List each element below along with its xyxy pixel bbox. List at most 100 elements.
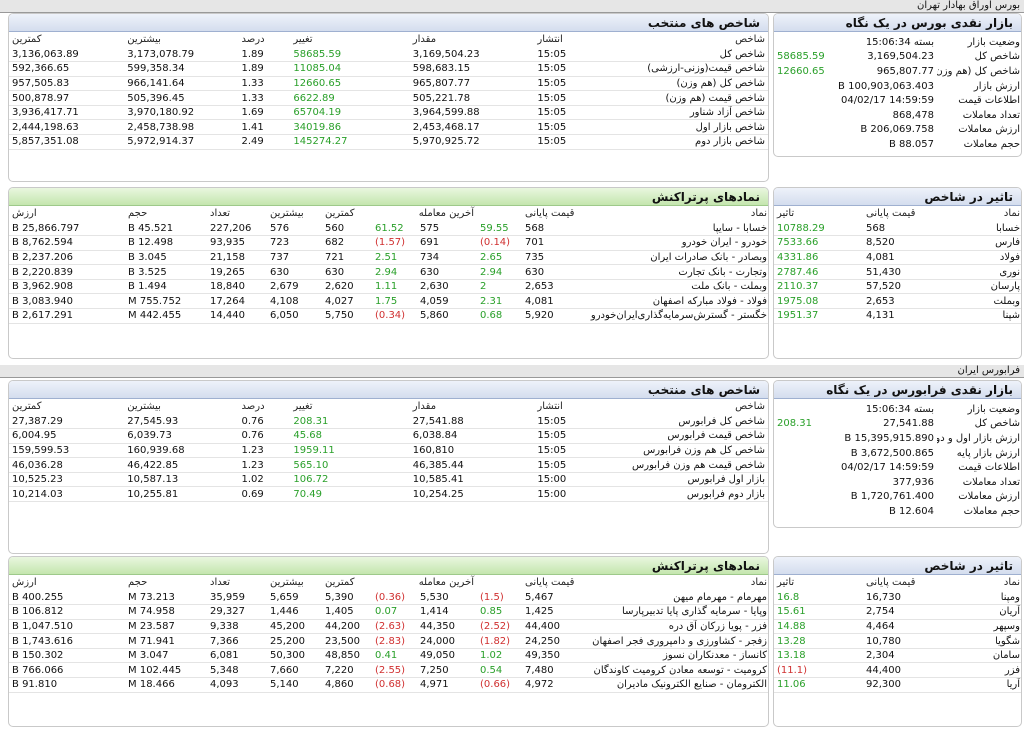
glance-label: ارزش معاملات (958, 124, 1020, 136)
table-cell: 1,425 (525, 606, 554, 618)
glance-change (774, 79, 837, 94)
column-header: انتشار (537, 34, 563, 45)
table-cell: 6,081 (210, 650, 239, 662)
bourse-impact-table: نماد قیمت پایانی تاثیر خسابا 568 10788.29 فارس… (774, 206, 1021, 324)
table-cell: مهرمام - مهرمام میهن (673, 591, 767, 603)
table-cell: 735 (525, 251, 545, 263)
table-cell: وبملت - بانک ملت (691, 281, 767, 293)
table-cell: 2.49 (241, 136, 264, 148)
table-cell: 0.76 (241, 430, 264, 442)
table-row: شاخص قیمت(وزنی-ارزشی) 15:05 598,683.15 1108… (9, 62, 768, 77)
table-cell: شپنا (1002, 310, 1020, 322)
table-cell: 1,743.616 B (12, 635, 73, 647)
fara-glance-panel: بازار نقدی فرابورس در یک نگاه وضعیت بازا… (773, 380, 1022, 528)
bourse-top-panel: نمادهای پرتراکنش نماد قیمت پایانی آخرین مع… (8, 187, 769, 359)
table-cell: 7533.66 (777, 237, 819, 249)
table-cell: 442.455 M (128, 310, 182, 322)
table-cell: 1,414 (420, 606, 449, 618)
column-header (477, 206, 522, 221)
table-cell: 45,200 (270, 620, 305, 632)
table-cell: نوری (999, 266, 1020, 278)
table-cell: 59.55 (480, 222, 509, 234)
table-row: کانساز - معدنکاران نسوز 49,350 1.02 49,050 0… (9, 648, 768, 663)
table-cell: 29,327 (210, 606, 245, 618)
table-cell: 3.045 B (128, 251, 167, 263)
table-row: وبملت 2,653 1975.08 (774, 294, 1021, 309)
table-cell: 7,480 (525, 664, 554, 676)
bourse-impact-panel: تاثیر در شاخص نماد قیمت پایانی تاثیر خسابا 5… (773, 187, 1022, 359)
table-cell: (0.68) (375, 679, 406, 691)
table-cell: 575 (420, 222, 440, 234)
glance-change (774, 490, 837, 505)
table-cell: 15:05 (537, 107, 567, 119)
table-cell: 957,505.83 (12, 77, 70, 89)
table-cell: 21,158 (210, 251, 245, 263)
fara-top-panel: نمادهای پرتراکنش نماد قیمت پایانی آخرین مع… (8, 556, 769, 727)
table-cell: 7,250 (420, 664, 449, 676)
glance-row: شاخص کل (هم وزن) 965,807.77 12660.65 (774, 64, 1021, 79)
table-cell: 1959.11 (293, 444, 335, 456)
table-row: آریان 2,754 15.61 (774, 605, 1021, 620)
table-cell: 2,630 (420, 281, 449, 293)
table-cell: 15:05 (537, 430, 567, 442)
table-cell: 12660.65 (293, 77, 342, 89)
glance-row: شاخص کل 3,169,504.23 58685.59 (774, 50, 1021, 65)
fara-glance-table: وضعیت بازار بسته 15:06:34 شاخص کل 27,541.88… (774, 402, 1021, 519)
table-cell: 10,587.13 (127, 474, 179, 486)
glance-label: ارزش بازار (973, 80, 1020, 92)
table-cell: 4,059 (420, 295, 449, 307)
table-cell: 6,050 (270, 310, 299, 322)
table-cell: 2,237.206 B (12, 251, 73, 263)
table-cell: (2.83) (375, 635, 406, 647)
table-cell: شاخص آزاد شناور (689, 107, 765, 119)
table-cell: (1.57) (375, 237, 406, 249)
glance-value: 88.057 B (888, 138, 934, 150)
table-cell: 1,446 (270, 606, 299, 618)
table-cell: 1951.37 (777, 310, 819, 322)
table-cell: 400.255 B (12, 591, 64, 603)
table-cell: خگستر - گسترش‌سرمایه‌گذاری‌ایران‌خودرو (590, 310, 767, 322)
table-row: پارسان 57,520 2110.37 (774, 279, 1021, 294)
glance-label: وضعیت بازار (967, 36, 1020, 48)
table-cell: 74.958 M (128, 606, 175, 618)
table-row: شاخص کل (هم وزن) 15:05 965,807.77 12660.65 1… (9, 76, 768, 91)
table-cell: 44,400 (525, 620, 560, 632)
table-cell: زفجر - کشاورزی و دامپروری فجر اصفهان (592, 635, 767, 647)
column-header: تاثیر (777, 208, 795, 219)
table-cell: 3,169,504.23 (412, 48, 480, 60)
glance-value: 206,069.758 B (860, 124, 934, 136)
table-cell: 15:05 (537, 48, 567, 60)
table-row: فزر - پویا زرکان آق دره 44,400 (2.52) 44,35… (9, 619, 768, 634)
table-cell: وبملت (993, 295, 1020, 307)
glance-row: حجم معاملات 88.057 B (774, 137, 1021, 152)
glance-change (774, 108, 837, 123)
table-cell: 1.89 (241, 48, 264, 60)
table-cell: 4,093 (210, 679, 239, 691)
glance-label: شاخص کل (هم وزن) (937, 65, 1020, 77)
glance-value: 14:59:59 04/02/17 (840, 95, 934, 107)
bourse-indices-title: شاخص های منتخب (9, 14, 768, 32)
table-cell: 2,444,198.63 (12, 121, 79, 133)
table-cell: 576 (270, 222, 290, 234)
table-cell: (0.34) (375, 310, 406, 322)
column-header: شاخص (735, 34, 765, 45)
column-header: تغییر (293, 401, 313, 412)
table-row: خسابا 568 10788.29 (774, 221, 1021, 236)
table-row: کرومیت - توسعه معادن کرومیت کاوندگان 7,48… (9, 663, 768, 678)
column-header: نماد (1003, 577, 1020, 588)
column-header: نماد (750, 208, 767, 219)
table-cell: وسپهر (993, 620, 1020, 632)
table-cell: 49,050 (420, 650, 455, 662)
column-header: حجم (128, 577, 148, 588)
table-cell: (2.63) (375, 620, 406, 632)
glance-change (774, 460, 837, 475)
table-row: نوری 51,430 2787.46 (774, 265, 1021, 280)
table-row: وتجارت - بانک تجارت 630 2.94 630 2.94 630 630 1… (9, 265, 768, 280)
table-cell: 7,220 (325, 664, 354, 676)
table-cell: 2.31 (480, 295, 503, 307)
table-cell: 11.06 (777, 679, 806, 691)
column-header: قیمت پایانی (866, 208, 916, 219)
fara-top-table: نماد قیمت پایانی آخرین معامله کمترین بیشترین… (9, 575, 768, 693)
fara-indices-title: شاخص های منتخب (9, 381, 768, 399)
glance-row: ارزش بازار 100,903,063.403 B (774, 79, 1021, 94)
